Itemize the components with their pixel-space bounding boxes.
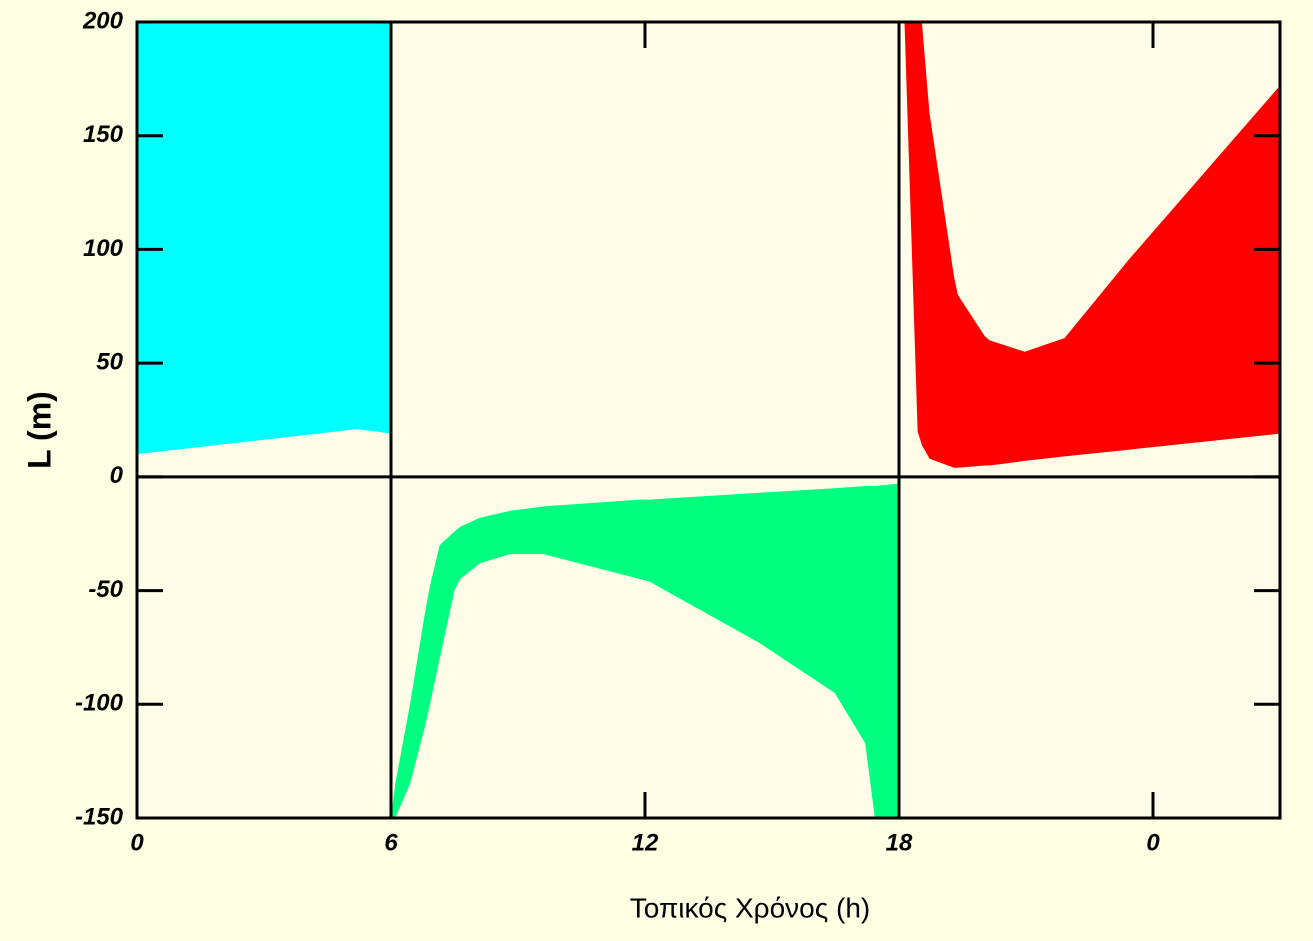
band-area: [391, 483, 899, 818]
band-area: [904, 22, 1280, 468]
areas: [137, 22, 1280, 818]
x-tick-label: 12: [632, 829, 659, 856]
x-tick-label: 18: [886, 829, 913, 856]
x-tick-label: 0: [1146, 829, 1160, 856]
y-axis-label: L (m): [21, 391, 57, 469]
y-tick-label: -100: [75, 690, 124, 717]
y-tick-label: -150: [75, 803, 124, 830]
band-area: [137, 22, 391, 455]
plot-border: [135, 20, 1282, 820]
y-tick-label: 0: [110, 462, 124, 489]
y-tick-label: -50: [88, 576, 123, 603]
x-axis-label: Τοπικός Χρόνος (h): [630, 892, 871, 923]
y-tick-label: 100: [83, 235, 124, 262]
x-tick-label: 6: [384, 829, 398, 856]
y-tick-label: 200: [82, 7, 124, 34]
x-tick-label: 0: [130, 829, 144, 856]
y-tick-label: 50: [96, 348, 123, 375]
y-tick-label: 150: [83, 121, 124, 148]
